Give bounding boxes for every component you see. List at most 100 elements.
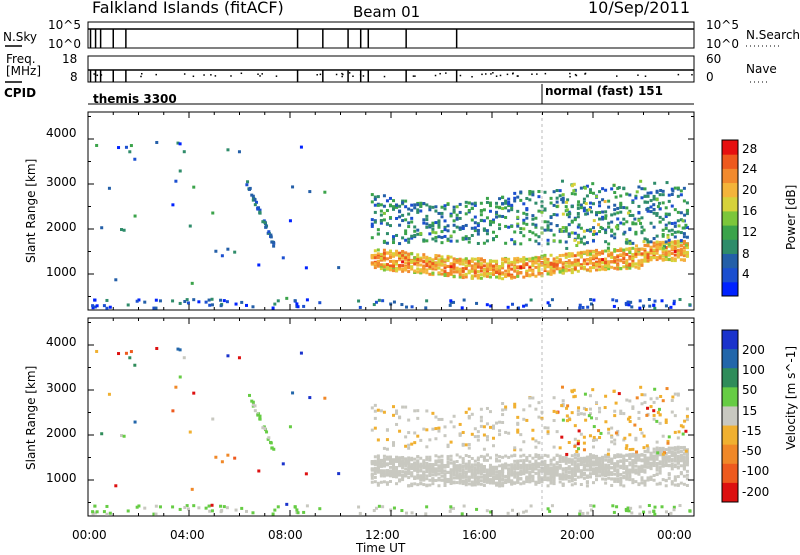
power-cell [461, 269, 465, 273]
velocity-cell [401, 460, 405, 464]
power-cell [271, 306, 275, 310]
velocity-cell [120, 434, 124, 438]
power-cell [673, 208, 677, 212]
velocity-cell [649, 451, 653, 455]
power-cell [682, 251, 686, 255]
power-cell [649, 205, 653, 209]
velocity-cell [376, 438, 380, 442]
nave-point [155, 73, 157, 76]
velocity-cell [595, 401, 599, 405]
power-cell [616, 258, 620, 262]
velocity-cell [619, 476, 623, 480]
nave-point [192, 75, 195, 78]
velocity-cell [434, 437, 438, 441]
velocity-cell [676, 466, 680, 470]
power-cell [443, 207, 447, 211]
velocity-cell [549, 478, 553, 482]
power-cell [208, 303, 212, 307]
velocity-cell [525, 466, 529, 470]
power-cell [440, 261, 444, 265]
velocity-cell [135, 505, 139, 509]
velocity-cell [219, 504, 223, 508]
velocity-cell [276, 505, 280, 509]
power-cell [388, 249, 392, 253]
velocity-cell [626, 417, 630, 421]
power-cell [458, 202, 462, 206]
velocity-cell [211, 417, 215, 421]
power-cell [567, 223, 571, 227]
power-cell [643, 253, 647, 257]
velocity-cell [449, 505, 453, 509]
velocity-cell [385, 455, 389, 459]
power-cell [407, 225, 411, 229]
velocity-cell [531, 428, 535, 432]
power-cell [449, 299, 453, 303]
power-cell [555, 259, 559, 263]
power-cell [673, 186, 677, 190]
velocity-cell [601, 461, 605, 465]
power-cell [534, 216, 538, 220]
power-cell [126, 303, 130, 307]
velocity-cell [631, 469, 635, 473]
velocity-cell [395, 474, 399, 478]
velocity-cell [299, 351, 303, 355]
power-cell [473, 262, 477, 266]
power-cell [576, 241, 580, 245]
velocity-cell [552, 473, 556, 477]
power-cell [446, 202, 450, 206]
velocity-cell [395, 411, 399, 415]
velocity-cell [555, 453, 559, 457]
velocity-cell [434, 478, 438, 482]
power-cell [577, 223, 581, 227]
power-cell [607, 249, 611, 253]
power-cell [257, 263, 261, 267]
velocity-cell [376, 461, 380, 465]
power-cell [449, 212, 453, 216]
power-cell [501, 264, 505, 268]
power-cell [543, 258, 547, 262]
velocity-cell [525, 455, 529, 459]
velocity-cell [479, 475, 483, 479]
velocity-cell [672, 508, 676, 512]
power-cell [382, 256, 386, 260]
velocity-cell [501, 463, 505, 467]
power-cell [558, 239, 562, 243]
power-cell [273, 302, 277, 306]
power-cell [501, 207, 505, 211]
power-cell [546, 226, 550, 230]
power-cell [395, 205, 399, 209]
power-cell [525, 257, 529, 261]
velocity-cell [473, 427, 477, 431]
power-cell [549, 196, 553, 200]
velocity-cell [540, 463, 544, 467]
velocity-cell [395, 472, 399, 476]
nave-point [275, 75, 278, 77]
power-cell [416, 263, 420, 267]
power-cell [516, 306, 520, 310]
power-cell [419, 209, 423, 213]
power-cell [599, 225, 603, 229]
velocity-cell [543, 453, 547, 457]
velocity-cell [546, 432, 550, 436]
power-cell [682, 242, 686, 246]
velocity-cell [501, 472, 505, 476]
power-cell [507, 269, 511, 273]
power-cell [488, 219, 492, 223]
velocity-cell [458, 481, 462, 485]
velocity-cell [458, 463, 462, 467]
velocity-cell [540, 468, 544, 472]
power-cell [461, 258, 465, 262]
velocity-cell [588, 394, 592, 398]
velocity-cell [510, 464, 514, 468]
power-cell [516, 215, 520, 219]
velocity-cell [257, 469, 261, 473]
velocity-cell [440, 471, 444, 475]
power-cell [646, 251, 650, 255]
velocity-cell [643, 462, 647, 466]
power-cell [488, 259, 492, 263]
power-cell [388, 203, 392, 207]
velocity-cell [413, 431, 417, 435]
velocity-cell [410, 474, 414, 478]
power-cell [625, 192, 629, 196]
power-cell [613, 236, 617, 240]
